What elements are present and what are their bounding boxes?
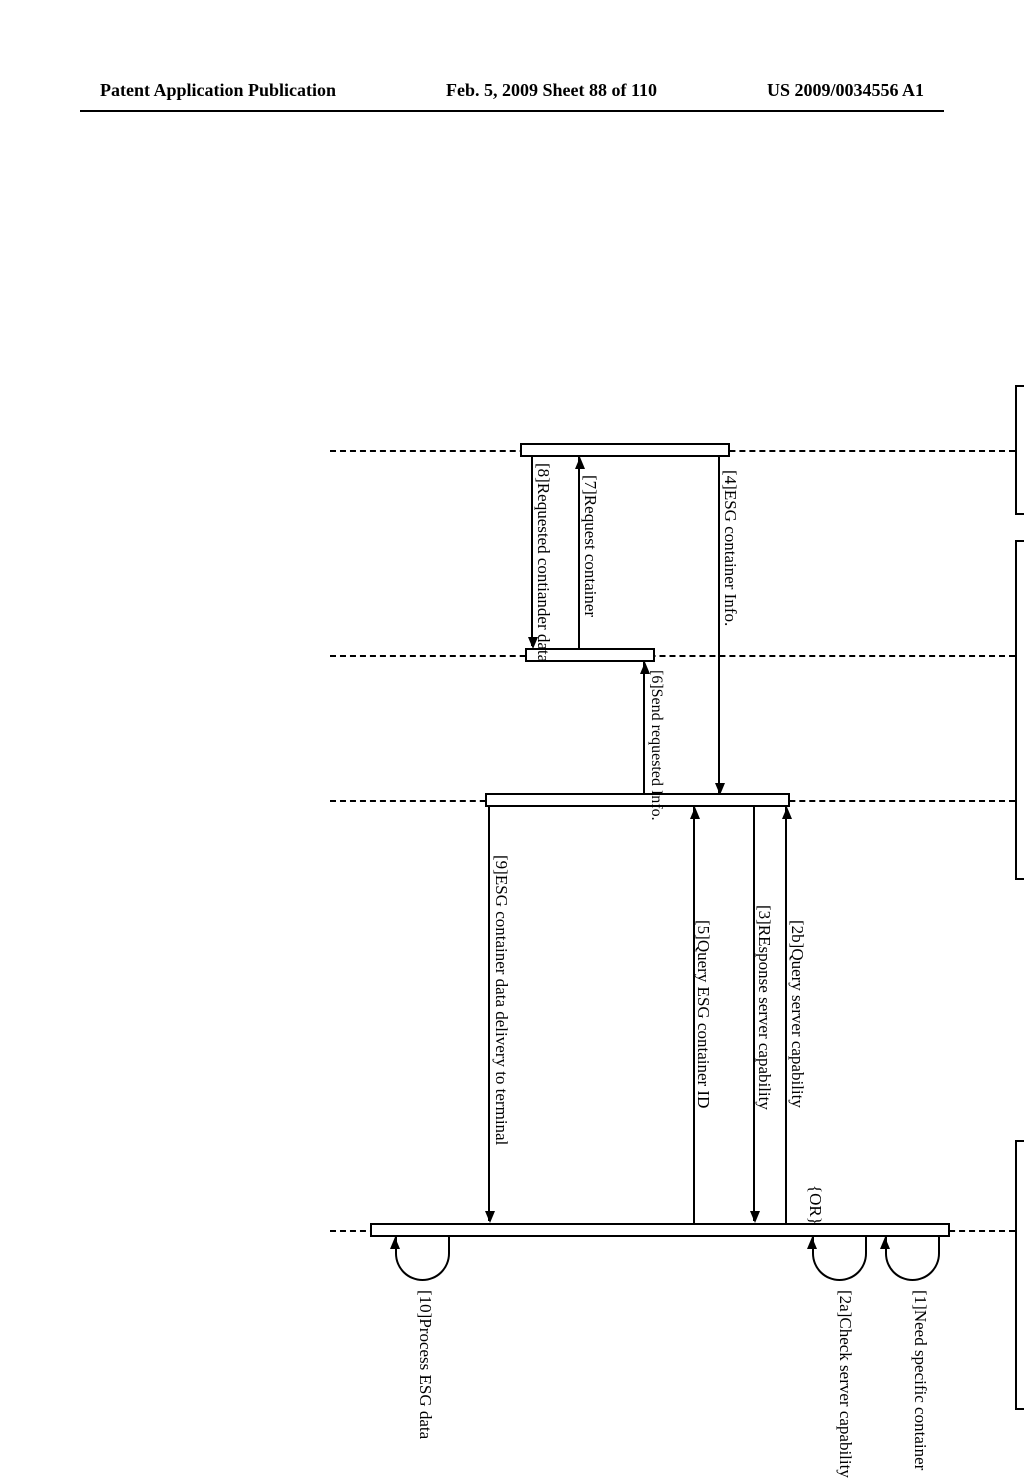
header-rule	[80, 110, 944, 112]
activation-esg-source	[520, 443, 730, 457]
arrow-m9	[488, 807, 490, 1221]
head-m7	[575, 457, 585, 469]
patent-header: Patent Application Publication Feb. 5, 2…	[0, 80, 1024, 101]
lifeline-aggregation	[330, 655, 1015, 657]
label-m5: [5]Query ESG container ID	[693, 920, 713, 1108]
head-m3	[750, 1211, 760, 1223]
loop-m10-head	[390, 1237, 400, 1249]
header-right: US 2009/0034556 A1	[767, 80, 924, 101]
label-m6: [6]Send requested Info.	[647, 670, 665, 821]
loop-m1	[885, 1236, 940, 1281]
loop-m2a-head	[807, 1237, 817, 1249]
sequence-diagram: FIG. 98 7 2 4 Service App ESG source Ser…	[95, 375, 1024, 1195]
label-m1: [1]Need specific container	[910, 1290, 930, 1470]
box-service-app-2: Service App	[1015, 540, 1024, 880]
label-m3: [3]REsponse server capability	[754, 905, 774, 1110]
label-m8: [8]Requested contiander data	[533, 463, 553, 662]
arrow-m3	[753, 807, 755, 1221]
arrow-m7	[578, 457, 580, 648]
loop-m2a	[812, 1236, 867, 1281]
head-m8	[528, 637, 538, 649]
loop-m1-head	[880, 1237, 890, 1249]
head-m9	[485, 1211, 495, 1223]
arrow-m5	[693, 807, 695, 1223]
loop-m10	[395, 1236, 450, 1281]
head-m6	[640, 662, 650, 674]
label-m7: [7]Request container	[580, 475, 600, 617]
arrow-m2b	[785, 807, 787, 1223]
label-m2b: [2b]Query server capability	[787, 920, 807, 1108]
activation-terminal	[370, 1223, 950, 1237]
label-m9: [9]ESG container data delivery to termin…	[491, 855, 511, 1145]
box-service-app-1: Service App	[1015, 385, 1024, 515]
activation-delivery	[485, 793, 790, 807]
arrow-m4	[718, 457, 720, 793]
head-m5	[690, 807, 700, 819]
header-left: Patent Application Publication	[100, 80, 336, 101]
label-m10: [10]Process ESG data	[415, 1290, 435, 1439]
arrow-m8	[531, 457, 533, 646]
label-m4: [4]ESG container Info.	[720, 470, 740, 626]
label-or: {OR}	[805, 1185, 825, 1225]
arrow-m6	[643, 662, 645, 793]
head-m2b	[782, 807, 792, 819]
head-m4	[715, 783, 725, 795]
box-terminal: Terminal	[1015, 1140, 1024, 1410]
header-center: Feb. 5, 2009 Sheet 88 of 110	[446, 80, 657, 101]
label-m2a: [2a]Check server capability	[835, 1290, 855, 1478]
